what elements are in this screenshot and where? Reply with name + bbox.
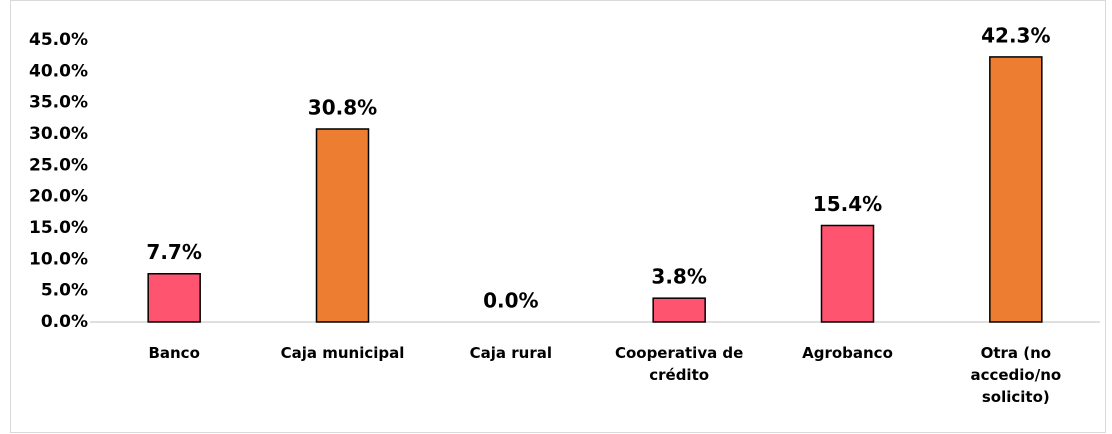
y-tick-label: 45.0% <box>29 30 88 50</box>
y-tick-label: 30.0% <box>29 124 88 144</box>
data-label: 30.8% <box>308 95 377 119</box>
data-label: 15.4% <box>813 192 882 216</box>
y-tick-label: 10.0% <box>29 249 88 269</box>
y-tick-label: 15.0% <box>29 218 88 238</box>
x-tick-label: Banco <box>148 344 200 362</box>
data-label: 7.7% <box>146 240 201 264</box>
y-tick-label: 20.0% <box>29 187 88 207</box>
y-tick-label: 35.0% <box>29 93 88 113</box>
bar <box>820 224 875 323</box>
bar <box>989 56 1043 323</box>
bar <box>652 297 706 323</box>
x-tick-label: Caja municipal <box>280 344 405 362</box>
x-tick-label: Caja rural <box>469 344 552 362</box>
x-tick-label: Agrobanco <box>802 344 893 362</box>
x-tick-label: Otra (no accedio/no solicito) <box>970 344 1062 406</box>
y-tick-label: 25.0% <box>29 155 88 175</box>
data-label: 42.3% <box>981 23 1050 47</box>
chart-border <box>10 0 1106 433</box>
y-tick-label: 40.0% <box>29 61 88 81</box>
y-tick-label: 0.0% <box>41 312 88 332</box>
x-tick-label: Cooperativa de crédito <box>614 344 744 384</box>
data-label: 0.0% <box>483 289 538 313</box>
y-tick-label: 5.0% <box>41 281 88 301</box>
bar <box>147 272 201 323</box>
bar <box>315 128 370 323</box>
data-label: 3.8% <box>651 265 706 289</box>
